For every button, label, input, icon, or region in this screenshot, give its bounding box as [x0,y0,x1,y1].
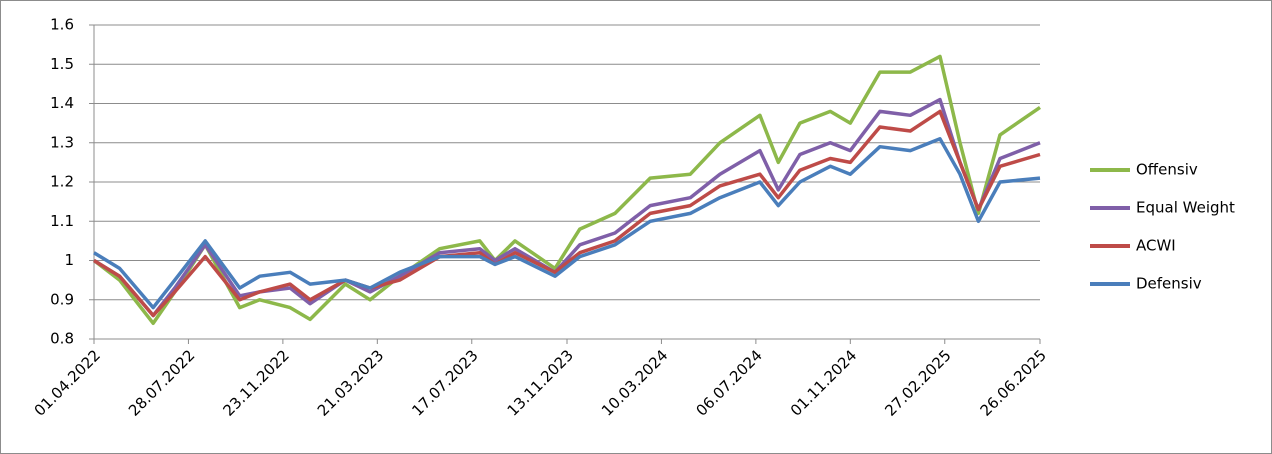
y-tick-label: 1.5 [50,55,74,73]
series-line [93,137,1041,310]
series-line [93,97,1041,318]
y-tick-label: 1.3 [50,133,74,151]
y-tick-label: 1.2 [50,173,74,191]
y-tick-label: 0.9 [50,290,74,308]
legend-label: ACWI [1136,237,1176,255]
y-tick-label: 1.6 [50,16,74,34]
y-tick-label: 1.1 [50,212,74,230]
series-line [93,109,1041,318]
y-tick-label: 0.8 [50,330,74,348]
legend-label: Offensiv [1136,161,1198,179]
y-tick-label: 1.4 [50,94,74,112]
y-tick-label: 1 [64,251,74,269]
legend-label: Equal Weight [1136,199,1235,217]
series-line [92,54,1041,326]
legend-label: Defensiv [1136,275,1202,293]
